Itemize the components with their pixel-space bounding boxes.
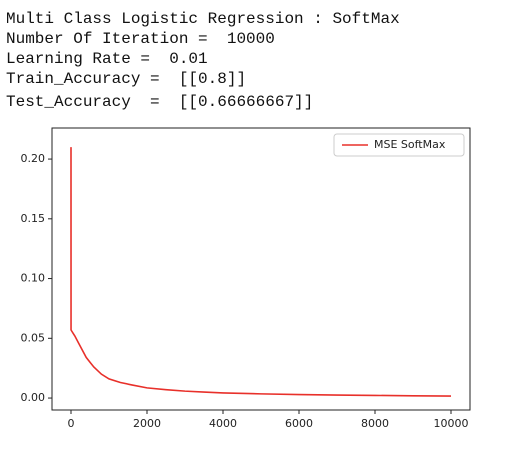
y-tick-label: 0.05 [21, 331, 46, 344]
x-tick-label: 4000 [209, 417, 237, 430]
x-tick-label: 2000 [133, 417, 161, 430]
line [70, 147, 452, 397]
y-tick-label: 0.20 [21, 152, 46, 165]
y-tick-label: 0.10 [21, 272, 46, 285]
legend-box [333, 133, 465, 157]
legend-label: MSE SoftMax [374, 138, 446, 151]
output-line: Learning Rate = 0.01 [6, 50, 208, 68]
output-line: Number Of Iteration = 10000 [6, 30, 275, 48]
plot-area [51, 127, 471, 411]
y-tick-label: 0.00 [21, 391, 46, 404]
x-tick-label: 8000 [361, 417, 389, 430]
y-tick-label: 0.15 [21, 212, 46, 225]
output-line: Test_Accuracy = [[0.66666667]] [6, 93, 313, 111]
x-tick-label: 10000 [434, 417, 469, 430]
output-line: Train_Accuracy = [[0.8]] [6, 70, 246, 88]
x-tick-label: 6000 [285, 417, 313, 430]
output-line: Multi Class Logistic Regression : SoftMa… [6, 10, 400, 28]
x-tick-label: 0 [68, 417, 75, 430]
